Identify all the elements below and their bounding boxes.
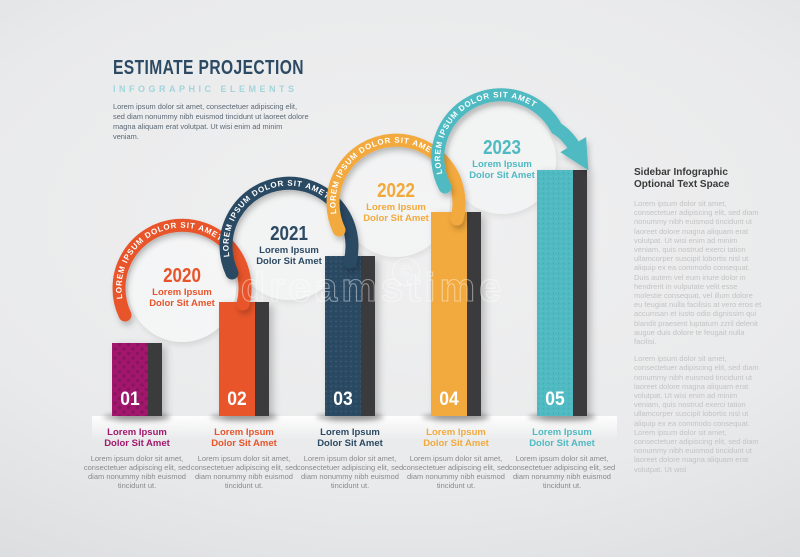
year-disc-2020	[128, 234, 236, 342]
year-caption-2022: Lorem Ipsum Dolor Sit Amet	[363, 202, 429, 224]
year-label-2020: 2020	[163, 265, 201, 287]
year-block-2023: 2023 Lorem Ipsum Dolor Sit Amet	[460, 138, 544, 181]
bar-number-03: 03	[333, 389, 353, 410]
year-label-2021: 2021	[270, 223, 308, 245]
column-body: Lorem ipsum dolor sit amet, consectetuer…	[190, 454, 298, 490]
bar-number-04: 04	[439, 389, 459, 410]
year-disc-2022	[342, 149, 450, 257]
page-title: ESTIMATE PROJECTION	[113, 57, 304, 79]
year-block-2021: 2021 Lorem Ipsum Dolor Sit Amet	[247, 224, 331, 267]
year-caption-2021: Lorem Ipsum Dolor Sit Amet	[256, 245, 322, 267]
column-body: Lorem ipsum dolor sit amet, consectetuer…	[83, 454, 191, 490]
year-disc-2023	[448, 106, 556, 214]
column-body: Lorem ipsum dolor sit amet, consectetuer…	[508, 454, 616, 490]
bar-05	[537, 170, 587, 416]
bar-number-02: 02	[227, 389, 247, 410]
sidebar-paragraph-1: Lorem ipsum dolor sit amet, consectetuer…	[634, 199, 762, 347]
year-block-2022: 2022 Lorem Ipsum Dolor Sit Amet	[354, 181, 438, 224]
year-caption-2020: Lorem Ipsum Dolor Sit Amet	[149, 287, 215, 309]
column-body: Lorem ipsum dolor sit amet, consectetuer…	[402, 454, 510, 490]
year-caption-2023: Lorem Ipsum Dolor Sit Amet	[469, 159, 535, 181]
column-heading: Lorem Ipsum Dolor Sit Amet	[529, 427, 595, 449]
page-subtitle: INFOGRAPHIC ELEMENTS	[113, 84, 298, 94]
column-heading: Lorem Ipsum Dolor Sit Amet	[317, 427, 383, 449]
year-label-2022: 2022	[377, 180, 415, 202]
column-heading: Lorem Ipsum Dolor Sit Amet	[211, 427, 277, 449]
intro-paragraph: Lorem ipsum dolor sit amet, consectetuer…	[113, 102, 309, 141]
bar-02	[219, 302, 269, 416]
column-block-01: Lorem Ipsum Dolor Sit Amet Lorem ipsum d…	[77, 427, 197, 490]
column-body: Lorem ipsum dolor sit amet, consectetuer…	[296, 454, 404, 490]
bar-01	[112, 343, 162, 416]
column-block-03: Lorem Ipsum Dolor Sit Amet Lorem ipsum d…	[290, 427, 410, 490]
sidebar-heading: Sidebar Infographic Optional Text Space	[634, 167, 730, 190]
year-block-2020: 2020 Lorem Ipsum Dolor Sit Amet	[140, 266, 224, 309]
bar-number-01: 01	[120, 389, 140, 410]
bar-number-05: 05	[545, 389, 565, 410]
bar-04	[431, 212, 481, 416]
sidebar-paragraph-2: Lorem ipsum dolor sit amet, consectetuer…	[634, 354, 759, 474]
column-block-02: Lorem Ipsum Dolor Sit Amet Lorem ipsum d…	[184, 427, 304, 490]
bar-03	[325, 256, 375, 416]
column-block-05: Lorem Ipsum Dolor Sit Amet Lorem ipsum d…	[502, 427, 622, 490]
column-heading: Lorem Ipsum Dolor Sit Amet	[104, 427, 170, 449]
column-block-04: Lorem Ipsum Dolor Sit Amet Lorem ipsum d…	[396, 427, 516, 490]
sidebar-block: Sidebar Infographic Optional Text Space …	[634, 167, 762, 474]
header-block: ESTIMATE PROJECTION INFOGRAPHIC ELEMENTS…	[113, 57, 323, 142]
year-label-2023: 2023	[483, 137, 521, 159]
year-disc-2021	[235, 192, 343, 300]
arc-2023-arrow	[431, 88, 589, 194]
column-heading: Lorem Ipsum Dolor Sit Amet	[423, 427, 489, 449]
